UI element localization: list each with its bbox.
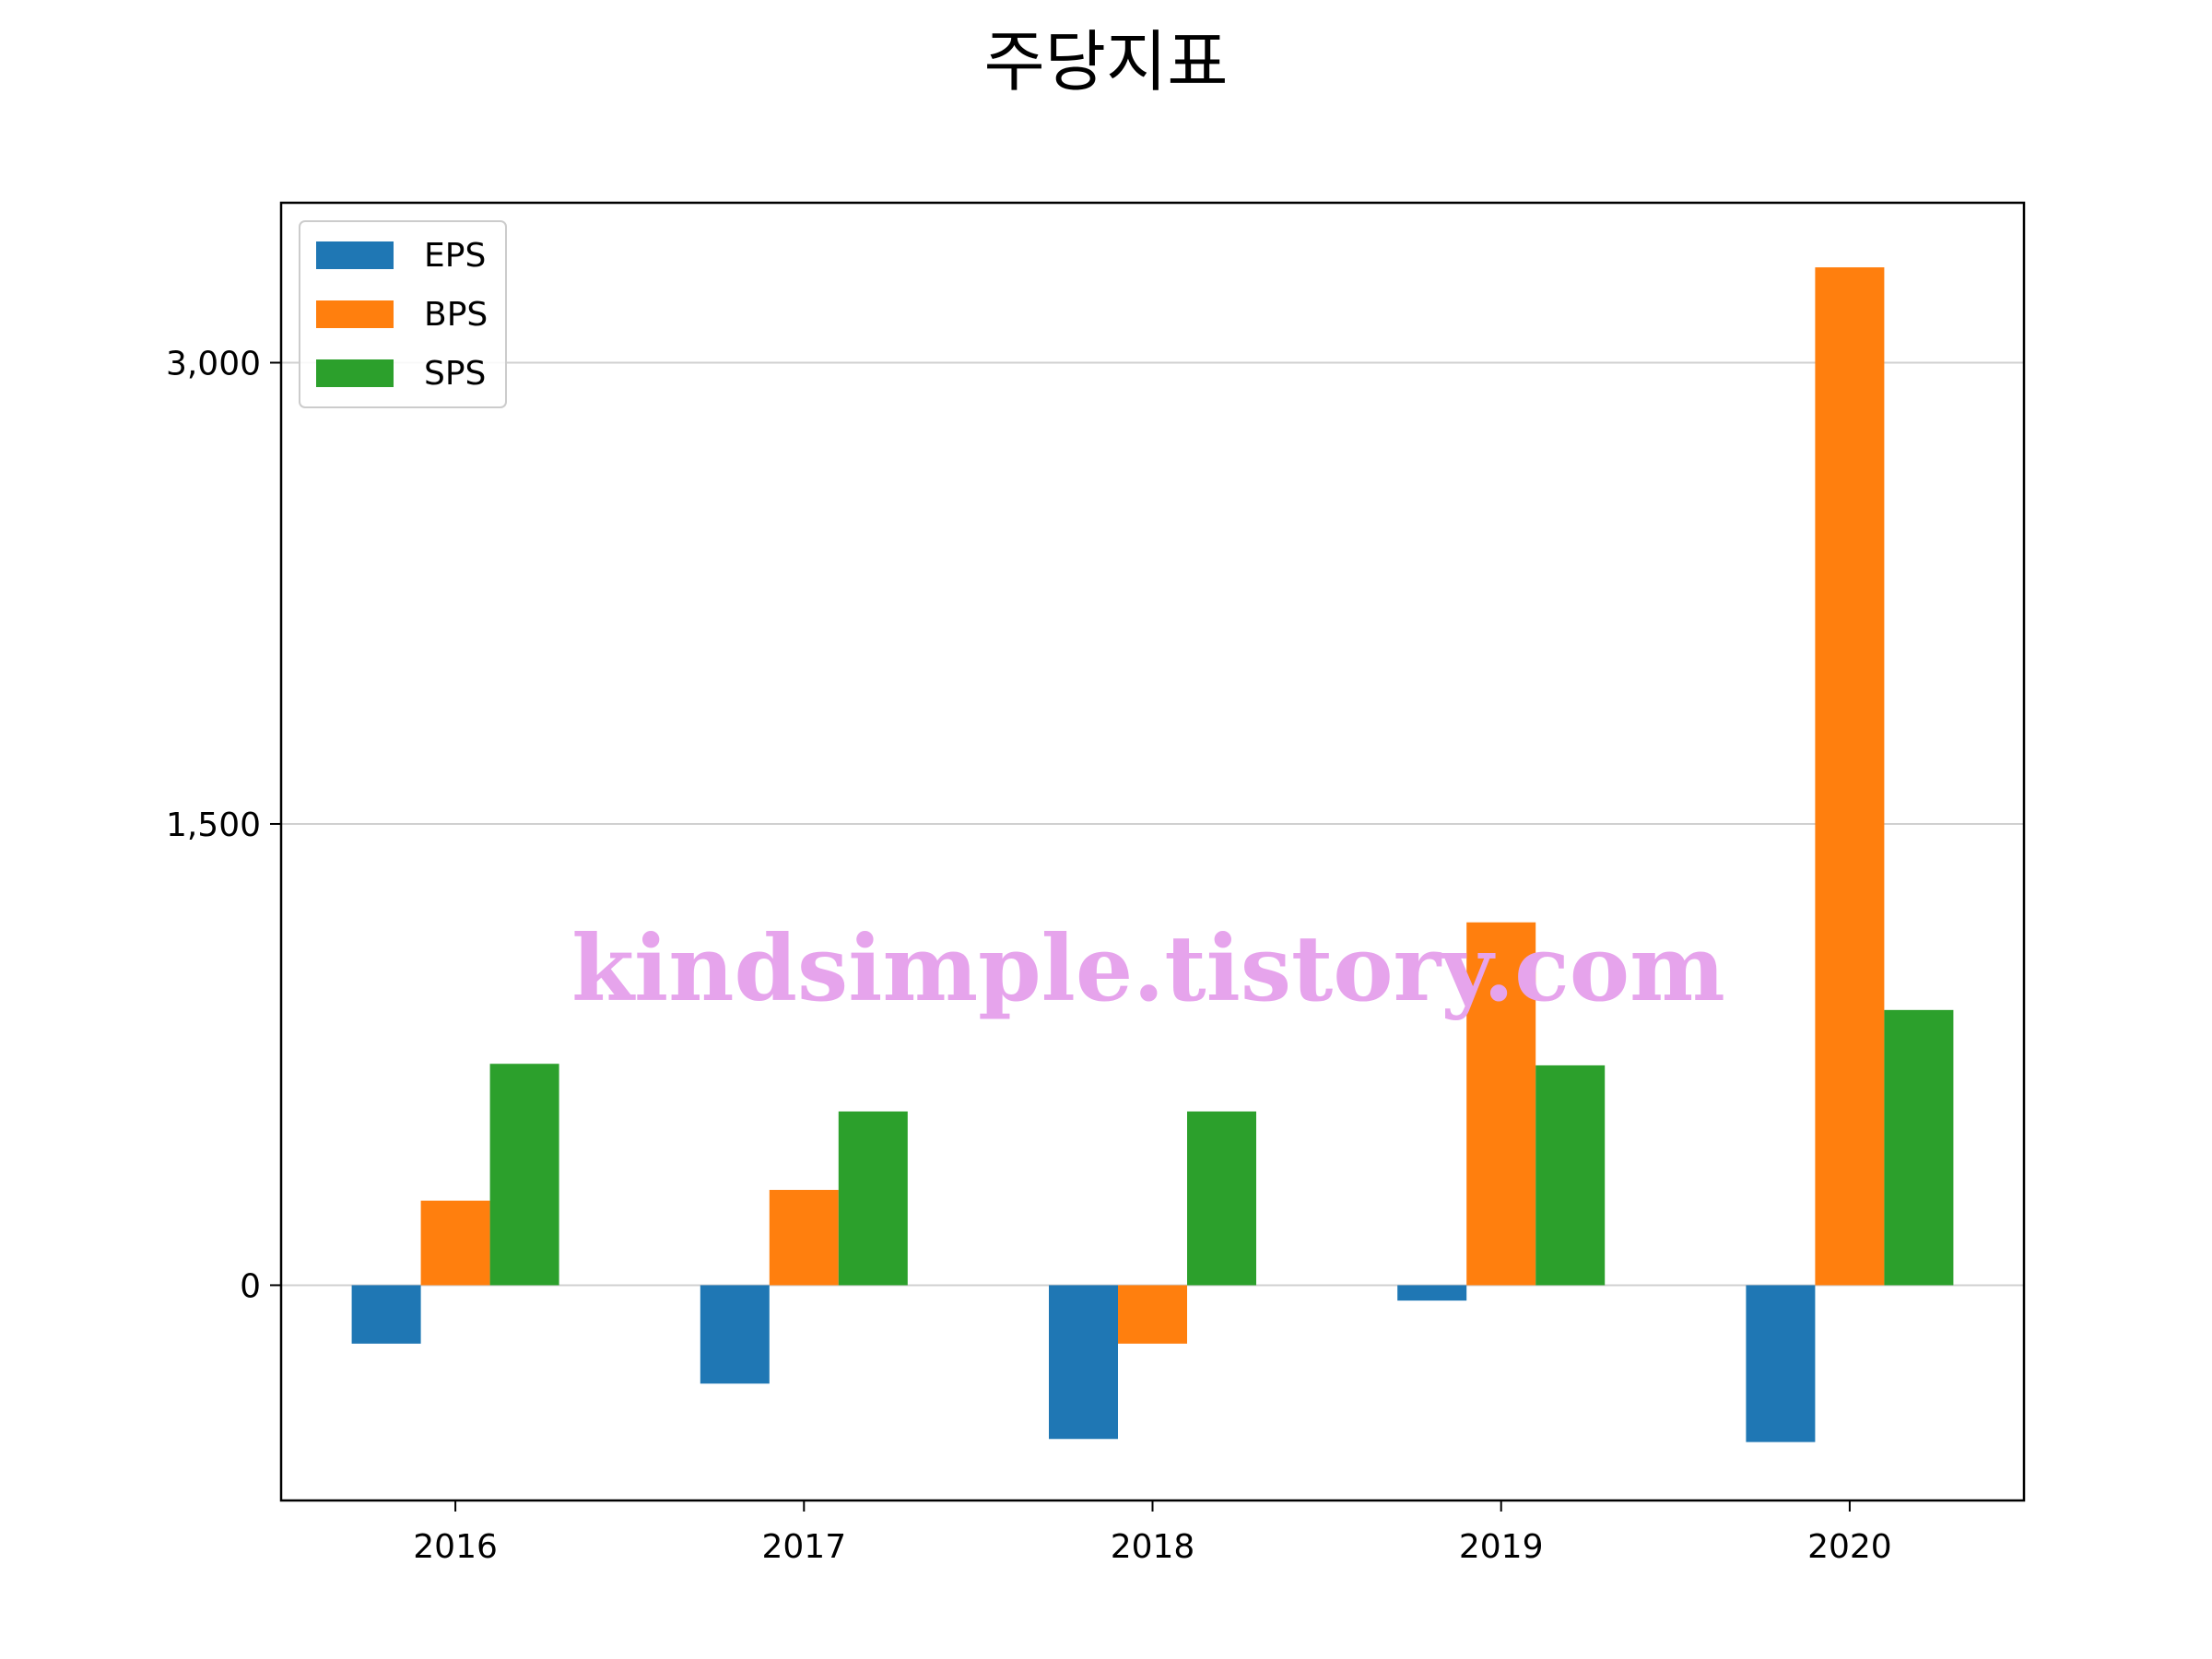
- legend-label-bps: BPS: [424, 296, 488, 334]
- bar-sps-2016: [489, 1064, 559, 1286]
- legend: EPS BPS SPS: [299, 220, 507, 408]
- bar-eps-2017: [700, 1285, 770, 1384]
- x-tick-label: 2018: [1111, 1528, 1195, 1566]
- bar-sps-2019: [1535, 1065, 1606, 1286]
- bar-eps-2020: [1746, 1285, 1816, 1442]
- bar-bps-2017: [769, 1190, 839, 1286]
- watermark-text: kindsimple.tistory.com: [571, 916, 1725, 1022]
- bar-bps-2019: [1466, 922, 1536, 1286]
- y-axis: 0 1,500 3,000: [166, 345, 281, 1305]
- x-tick-label: 2016: [413, 1528, 498, 1566]
- y-tick-label: 1,500: [166, 806, 261, 844]
- bar-eps-2018: [1049, 1285, 1118, 1440]
- x-tick-label: 2020: [1807, 1528, 1892, 1566]
- bar-bps-2018: [1118, 1285, 1187, 1344]
- legend-swatch-sps: [316, 359, 394, 387]
- x-axis: 2016 2017 2018 2019 2020: [413, 1500, 1892, 1566]
- bar-bps-2020: [1815, 267, 1885, 1286]
- chart-title: 주당지표: [984, 23, 1229, 100]
- bar-sps-2018: [1187, 1111, 1256, 1286]
- legend-label-eps: EPS: [424, 237, 486, 275]
- bar-eps-2016: [351, 1285, 421, 1344]
- legend-swatch-bps: [316, 300, 394, 328]
- x-tick-label: 2019: [1459, 1528, 1544, 1566]
- bar-eps-2019: [1397, 1285, 1467, 1301]
- bar-sps-2020: [1884, 1009, 1954, 1286]
- legend-label-sps: SPS: [424, 355, 486, 393]
- bars: [351, 267, 1954, 1442]
- bar-sps-2017: [838, 1111, 908, 1286]
- bar-bps-2016: [420, 1200, 490, 1286]
- y-tick-label: 3,000: [166, 345, 261, 382]
- x-tick-label: 2017: [761, 1528, 846, 1566]
- y-tick-label: 0: [240, 1267, 261, 1305]
- legend-swatch-eps: [316, 241, 394, 269]
